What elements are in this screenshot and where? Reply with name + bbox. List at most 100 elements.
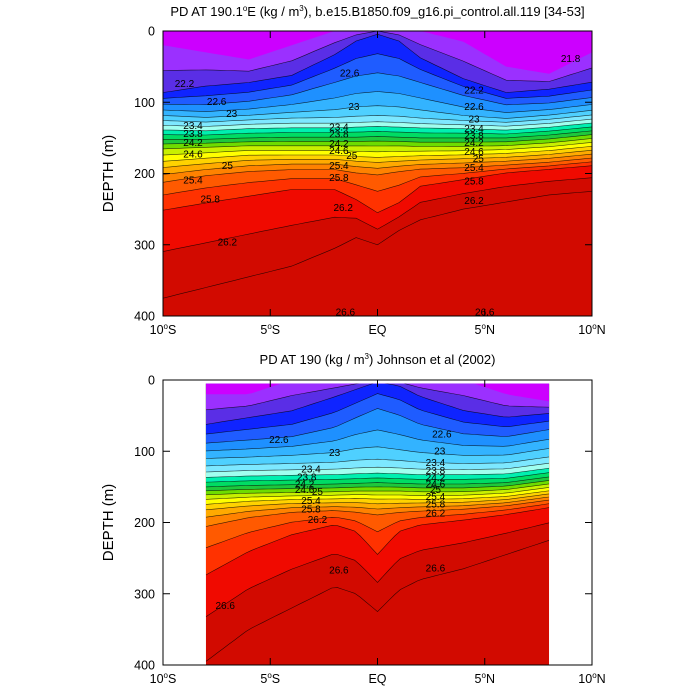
x-tick-label: 5oS [260, 671, 280, 686]
contour-label: 22.6 [432, 430, 452, 441]
isopycnal-line-10 [205, 472, 550, 483]
contour-label: 21.8 [561, 54, 581, 65]
contour-label: 25.4 [183, 175, 203, 186]
chart-title: PD AT 190.1oE (kg / m3), b.e15.B1850.f09… [170, 4, 584, 19]
contour-label: 23.8 [464, 131, 484, 142]
isopycnal-line-21 [163, 177, 592, 252]
contour-label: 26.2 [333, 203, 353, 214]
contour-label: 24.2 [183, 138, 203, 149]
contour-label: 26.6 [329, 566, 349, 577]
isopycnal-line-3 [163, 53, 592, 99]
contour-label: 23.4 [426, 458, 446, 469]
contour-label: 22.2 [175, 79, 195, 90]
isopycnal-line-4 [163, 72, 592, 106]
panel-2: 22.62323.423.824.224.62525.425.826.226.6… [100, 352, 606, 686]
contour-label: 26.2 [426, 509, 446, 520]
contour-label: 26.6 [426, 563, 446, 574]
y-tick-label: 100 [134, 96, 155, 110]
y-tick-label: 100 [134, 445, 155, 459]
contour-label: 25 [430, 485, 442, 496]
isopycnal-line-11 [205, 476, 550, 488]
isopycnal-line-4 [205, 408, 550, 444]
contour-label: 25.8 [426, 499, 446, 510]
isopycnal-line-19 [205, 503, 550, 549]
contour-label: 22.6 [464, 102, 484, 113]
isopycnal-line-13 [163, 138, 592, 150]
contour-label: 23 [329, 448, 341, 459]
contour-label: 25 [222, 161, 234, 172]
contour-label: 23.8 [297, 472, 317, 483]
isopycnal-line-17 [163, 153, 592, 175]
isopycnal-line-19 [163, 161, 592, 196]
isopycnal-line-10 [163, 126, 592, 136]
isopycnal-line-14 [205, 487, 550, 500]
isopycnal-line-5 [205, 429, 550, 452]
contour-label: 22.2 [464, 85, 484, 96]
contour-label: 23 [468, 115, 480, 126]
contour-label: 22.6 [207, 97, 227, 108]
contour-label: 26.2 [218, 237, 238, 248]
isopycnal-line-13 [205, 483, 550, 496]
contour-label: 23 [434, 447, 446, 458]
contour-label: 25.4 [464, 163, 484, 174]
isopycnal-line-18 [205, 499, 550, 527]
y-tick-label: 300 [134, 587, 155, 601]
x-tick-label: EQ [368, 323, 386, 337]
contour-label: 24.2 [329, 139, 349, 150]
contour-label: 24.6 [295, 485, 315, 496]
contour-label: 23.8 [426, 466, 446, 477]
y-tick-label: 300 [134, 238, 155, 252]
x-tick-label: 10oN [578, 322, 605, 337]
isopycnal-line-5 [163, 91, 592, 113]
isopycnal-line-16 [205, 493, 550, 511]
contour-label: 23.4 [301, 464, 321, 475]
isopycnal-line-20 [163, 165, 592, 214]
x-tick-label: 5oN [475, 322, 495, 337]
isopycnal-line-7 [163, 114, 592, 123]
contour-label: 22.6 [340, 68, 360, 79]
contour-label: 25.4 [426, 492, 446, 503]
contour-label: 23 [348, 102, 360, 113]
contour-label: 25.4 [329, 161, 349, 172]
contour-label: 24.6 [329, 146, 349, 157]
y-tick-label: 400 [134, 659, 155, 673]
contour-label: 24.6 [464, 147, 484, 158]
density-band-0 [163, 31, 592, 74]
y-axis-title: DEPTH (m) [100, 135, 117, 213]
contour-label: 24.2 [426, 473, 446, 484]
contour-label: 24.6 [183, 150, 203, 161]
contour-label: 26.6 [215, 601, 235, 612]
y-axis-title: DEPTH (m) [100, 484, 117, 562]
isopycnal-line-16 [163, 149, 592, 168]
isopycnal-line-17 [205, 496, 550, 518]
isopycnal-line-12 [163, 134, 592, 145]
y-tick-label: 0 [148, 25, 155, 39]
y-tick-label: 0 [148, 374, 155, 388]
contour-label: 23.4 [464, 124, 484, 135]
chart-title: PD AT 190 (kg / m3) Johnson et al (2002) [260, 352, 496, 367]
x-tick-label: 10oS [150, 322, 177, 337]
x-tick-label: 10oS [150, 671, 177, 686]
contour-label: 22.6 [269, 435, 289, 446]
x-tick-label: 5oN [475, 671, 495, 686]
contour-label: 26.6 [336, 308, 356, 319]
contour-label: 25.8 [329, 173, 349, 184]
isopycnal-line-8 [163, 118, 592, 127]
isopycnal-line-6 [205, 446, 550, 459]
contour-label: 23 [226, 109, 238, 120]
contour-label: 26.2 [464, 196, 484, 207]
isopycnal-line-6 [163, 105, 592, 119]
isopycnal-line-21 [205, 522, 550, 617]
isopycnal-line-11 [163, 130, 592, 140]
density-field [205, 383, 550, 665]
isopycnal-line-7 [205, 456, 550, 467]
isopycnal-line-9 [163, 122, 592, 132]
contour-label: 23.8 [183, 129, 203, 140]
density-field [163, 31, 592, 316]
isopycnal-line-22 [205, 540, 550, 662]
isopycnal-line-2 [205, 383, 550, 425]
density-band-1 [205, 383, 550, 410]
contour-label: 25 [312, 487, 324, 498]
isopycnal-line-18 [163, 157, 592, 183]
